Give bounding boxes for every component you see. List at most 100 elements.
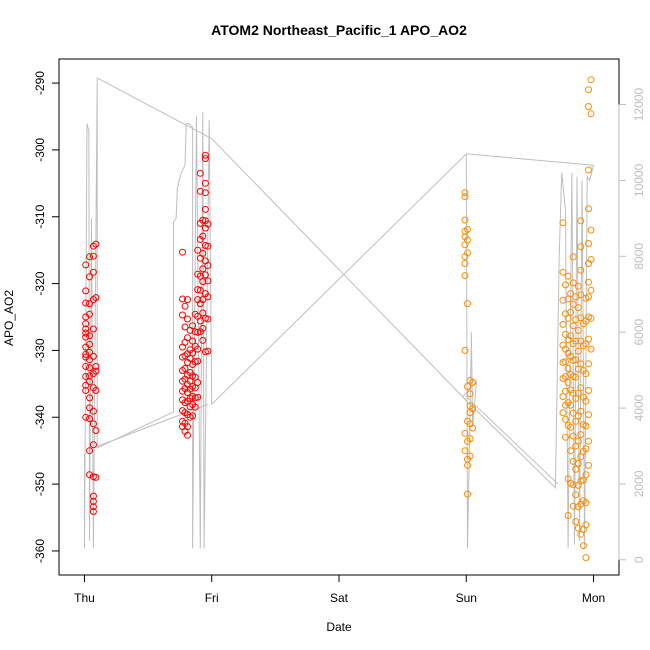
data-point xyxy=(562,387,569,395)
data-point xyxy=(559,219,567,227)
data-point xyxy=(559,296,567,304)
data-point xyxy=(574,437,582,445)
y2-tick-label: 6000 xyxy=(632,319,646,346)
data-point xyxy=(564,379,572,386)
data-point xyxy=(577,453,585,461)
data-point xyxy=(204,293,212,301)
y2-tick-label: 12000 xyxy=(632,88,646,122)
data-point xyxy=(466,390,474,398)
data-point xyxy=(199,232,207,240)
data-point xyxy=(579,542,587,550)
data-point xyxy=(461,272,469,280)
data-point xyxy=(464,225,471,233)
data-point xyxy=(572,417,580,425)
data-point xyxy=(179,295,186,303)
data-point xyxy=(562,281,569,289)
data-point xyxy=(89,352,97,360)
y2-tick-label: 0 xyxy=(632,556,646,563)
data-point xyxy=(204,347,212,355)
data-point xyxy=(86,300,93,308)
data-point xyxy=(585,205,592,213)
data-point xyxy=(82,333,90,341)
data-point xyxy=(181,323,189,331)
data-point xyxy=(464,300,471,308)
data-point xyxy=(559,268,567,276)
data-point xyxy=(89,325,97,333)
data-point xyxy=(582,471,590,479)
data-point xyxy=(179,248,186,256)
data-point xyxy=(89,441,97,449)
y-tick-label: -310 xyxy=(33,204,47,228)
data-point xyxy=(82,413,90,421)
data-point xyxy=(86,364,93,372)
data-point xyxy=(567,447,575,455)
data-point xyxy=(199,278,207,286)
secondary-connector-line xyxy=(211,138,467,401)
data-point xyxy=(189,412,197,420)
x-tick-label: Thu xyxy=(74,591,95,605)
data-point xyxy=(204,220,212,228)
data-point xyxy=(464,236,471,244)
data-point xyxy=(569,253,577,261)
data-point xyxy=(466,435,474,443)
y-tick-label: -330 xyxy=(33,338,47,362)
data-point xyxy=(577,291,585,299)
data-point xyxy=(204,242,212,250)
secondary-connector-line xyxy=(96,77,212,140)
data-point xyxy=(86,394,93,402)
data-point xyxy=(585,360,592,368)
data-point xyxy=(587,314,595,322)
data-point xyxy=(82,261,90,269)
data-point xyxy=(464,490,471,498)
data-point xyxy=(461,260,469,267)
data-point xyxy=(82,387,90,394)
data-point xyxy=(184,423,191,431)
data-point xyxy=(572,356,580,364)
data-point xyxy=(582,445,590,453)
data-point xyxy=(199,324,207,332)
data-point xyxy=(92,240,100,248)
data-point xyxy=(179,311,186,319)
data-point xyxy=(194,345,202,353)
data-point xyxy=(587,226,595,234)
data-point xyxy=(82,350,90,358)
data-point xyxy=(585,335,592,343)
data-point xyxy=(82,287,90,295)
data-point xyxy=(564,314,572,322)
data-point xyxy=(89,268,97,276)
data-point xyxy=(559,320,567,328)
data-point xyxy=(582,521,590,529)
x-axis-label: Date xyxy=(326,620,352,634)
data-point xyxy=(89,503,97,511)
data-point xyxy=(577,384,585,392)
series-group xyxy=(179,151,212,439)
series-group xyxy=(82,240,100,515)
data-point xyxy=(587,256,595,263)
data-point xyxy=(199,265,207,273)
data-point xyxy=(562,415,569,423)
data-point xyxy=(92,363,100,370)
data-point xyxy=(461,429,469,437)
secondary-connector-line xyxy=(465,396,559,485)
scatter-points-layer xyxy=(82,76,595,562)
data-point xyxy=(201,151,209,159)
data-point xyxy=(189,322,197,330)
y-tick-label: -320 xyxy=(33,271,47,295)
data-point xyxy=(469,424,477,432)
data-point xyxy=(184,315,191,323)
data-point xyxy=(194,393,202,401)
data-point xyxy=(574,347,582,355)
data-point xyxy=(572,465,580,473)
data-point xyxy=(82,320,90,328)
data-point xyxy=(196,169,204,177)
data-point xyxy=(574,524,582,532)
data-point xyxy=(564,365,572,372)
data-point xyxy=(567,423,575,431)
data-point xyxy=(86,332,93,340)
data-point xyxy=(86,447,93,455)
data-point xyxy=(587,345,595,353)
data-point xyxy=(569,502,577,510)
data-point xyxy=(582,397,590,405)
data-point xyxy=(82,325,90,333)
